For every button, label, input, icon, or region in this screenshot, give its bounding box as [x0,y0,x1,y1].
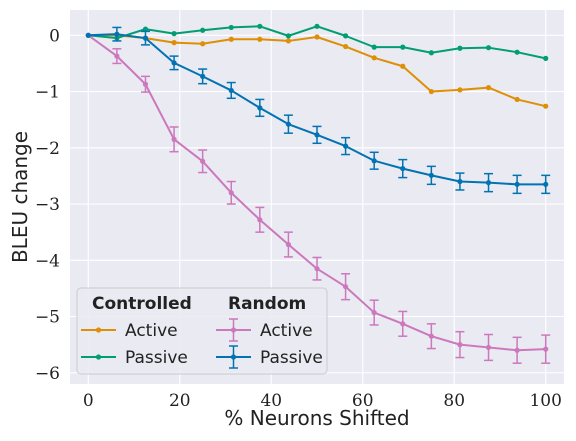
data-point [314,266,320,272]
data-point [543,55,549,61]
data-point [228,24,234,31]
data-point [543,181,549,187]
x-tick-label: 20 [169,391,191,411]
legend-group-title-controlled: Controlled [92,294,192,314]
data-point [142,35,149,41]
data-point [514,181,520,187]
data-point [171,60,177,66]
data-point [314,132,320,138]
data-point [257,217,263,223]
data-point [285,33,292,39]
data-point [200,158,206,164]
data-point [200,41,206,47]
data-point [485,344,492,351]
x-axis-title: % Neurons Shifted [224,406,409,430]
data-point [428,50,434,56]
data-point [257,105,263,111]
series-random-passive [85,26,551,195]
data-point [285,38,292,44]
data-point [285,121,292,127]
data-point [342,33,349,39]
data-point [142,81,149,87]
y-tick-label: −4 [35,251,60,271]
series-random-active [85,32,551,364]
data-point [371,309,377,316]
legend-label-random-passive: Passive [260,348,323,368]
y-tick-label: −1 [35,83,60,103]
legend-marker-controlled-active [95,327,102,333]
x-tick-label: 0 [83,391,94,411]
x-tick-label: 40 [260,391,282,411]
y-axis-title: BLEU change [8,131,32,263]
data-point [485,180,492,186]
legend-box [76,287,328,375]
x-tick-label: 80 [443,391,465,411]
data-point [200,73,206,79]
data-point [485,45,492,51]
legend-group-title-random: Random [228,294,306,314]
data-point [457,342,463,348]
y-tick-label: −2 [35,139,60,159]
data-point [171,40,177,46]
x-tick-label: 100 [529,391,561,411]
data-point [342,284,349,290]
legend-entry-controlled-passive: Passive [81,348,188,368]
data-point [314,34,320,40]
legend-marker-random-active [230,327,237,333]
tick-labels: 0 20 40 60 80 100 0 −1 −2 −3 −4 −5 −6 [35,26,562,411]
legend-label-controlled-passive: Passive [125,348,188,368]
data-point [257,23,263,29]
data-point [514,96,520,103]
y-tick-label: −6 [35,364,60,384]
data-point [514,49,520,55]
data-point [543,103,549,109]
data-point [371,44,377,50]
data-point [371,158,377,164]
data-point [400,165,406,172]
data-point [114,31,120,37]
y-tick-label: 0 [49,26,60,46]
data-point [543,346,549,352]
data-point [228,190,234,196]
data-point [285,241,292,248]
data-point [371,55,377,61]
data-point [228,36,234,42]
data-point [514,347,520,353]
data-point [428,172,434,178]
data-point [428,333,434,339]
data-point [142,26,149,32]
legend-entry-random-passive: Passive [216,345,323,369]
data-point [314,23,320,29]
data-point [400,63,406,69]
legend-label-controlled-active: Active [125,321,178,341]
legend-marker-controlled-passive [95,354,102,360]
y-tick-label: −3 [35,195,60,215]
data-point [171,31,177,37]
series-layer [85,23,551,364]
data-point [400,44,406,50]
data-point [114,53,120,59]
data-point [485,85,492,91]
data-point [457,178,463,185]
data-point [400,321,406,327]
data-point [85,32,91,38]
data-point [457,45,463,51]
x-tick-label: 60 [352,391,374,411]
data-point [257,36,263,42]
data-point [457,87,463,93]
legend: Controlled Random Active Passive Active [76,287,328,375]
data-point [342,143,349,149]
y-tick-label: −5 [35,308,60,328]
legend-marker-random-passive [230,354,237,360]
data-point [228,87,234,94]
legend-label-random-active: Active [260,321,313,341]
data-point [342,43,349,50]
legend-entry-random-active: Active [216,318,313,342]
data-point [171,136,177,142]
legend-entry-controlled-active: Active [81,321,178,341]
data-point [200,27,206,33]
data-point [428,88,434,95]
